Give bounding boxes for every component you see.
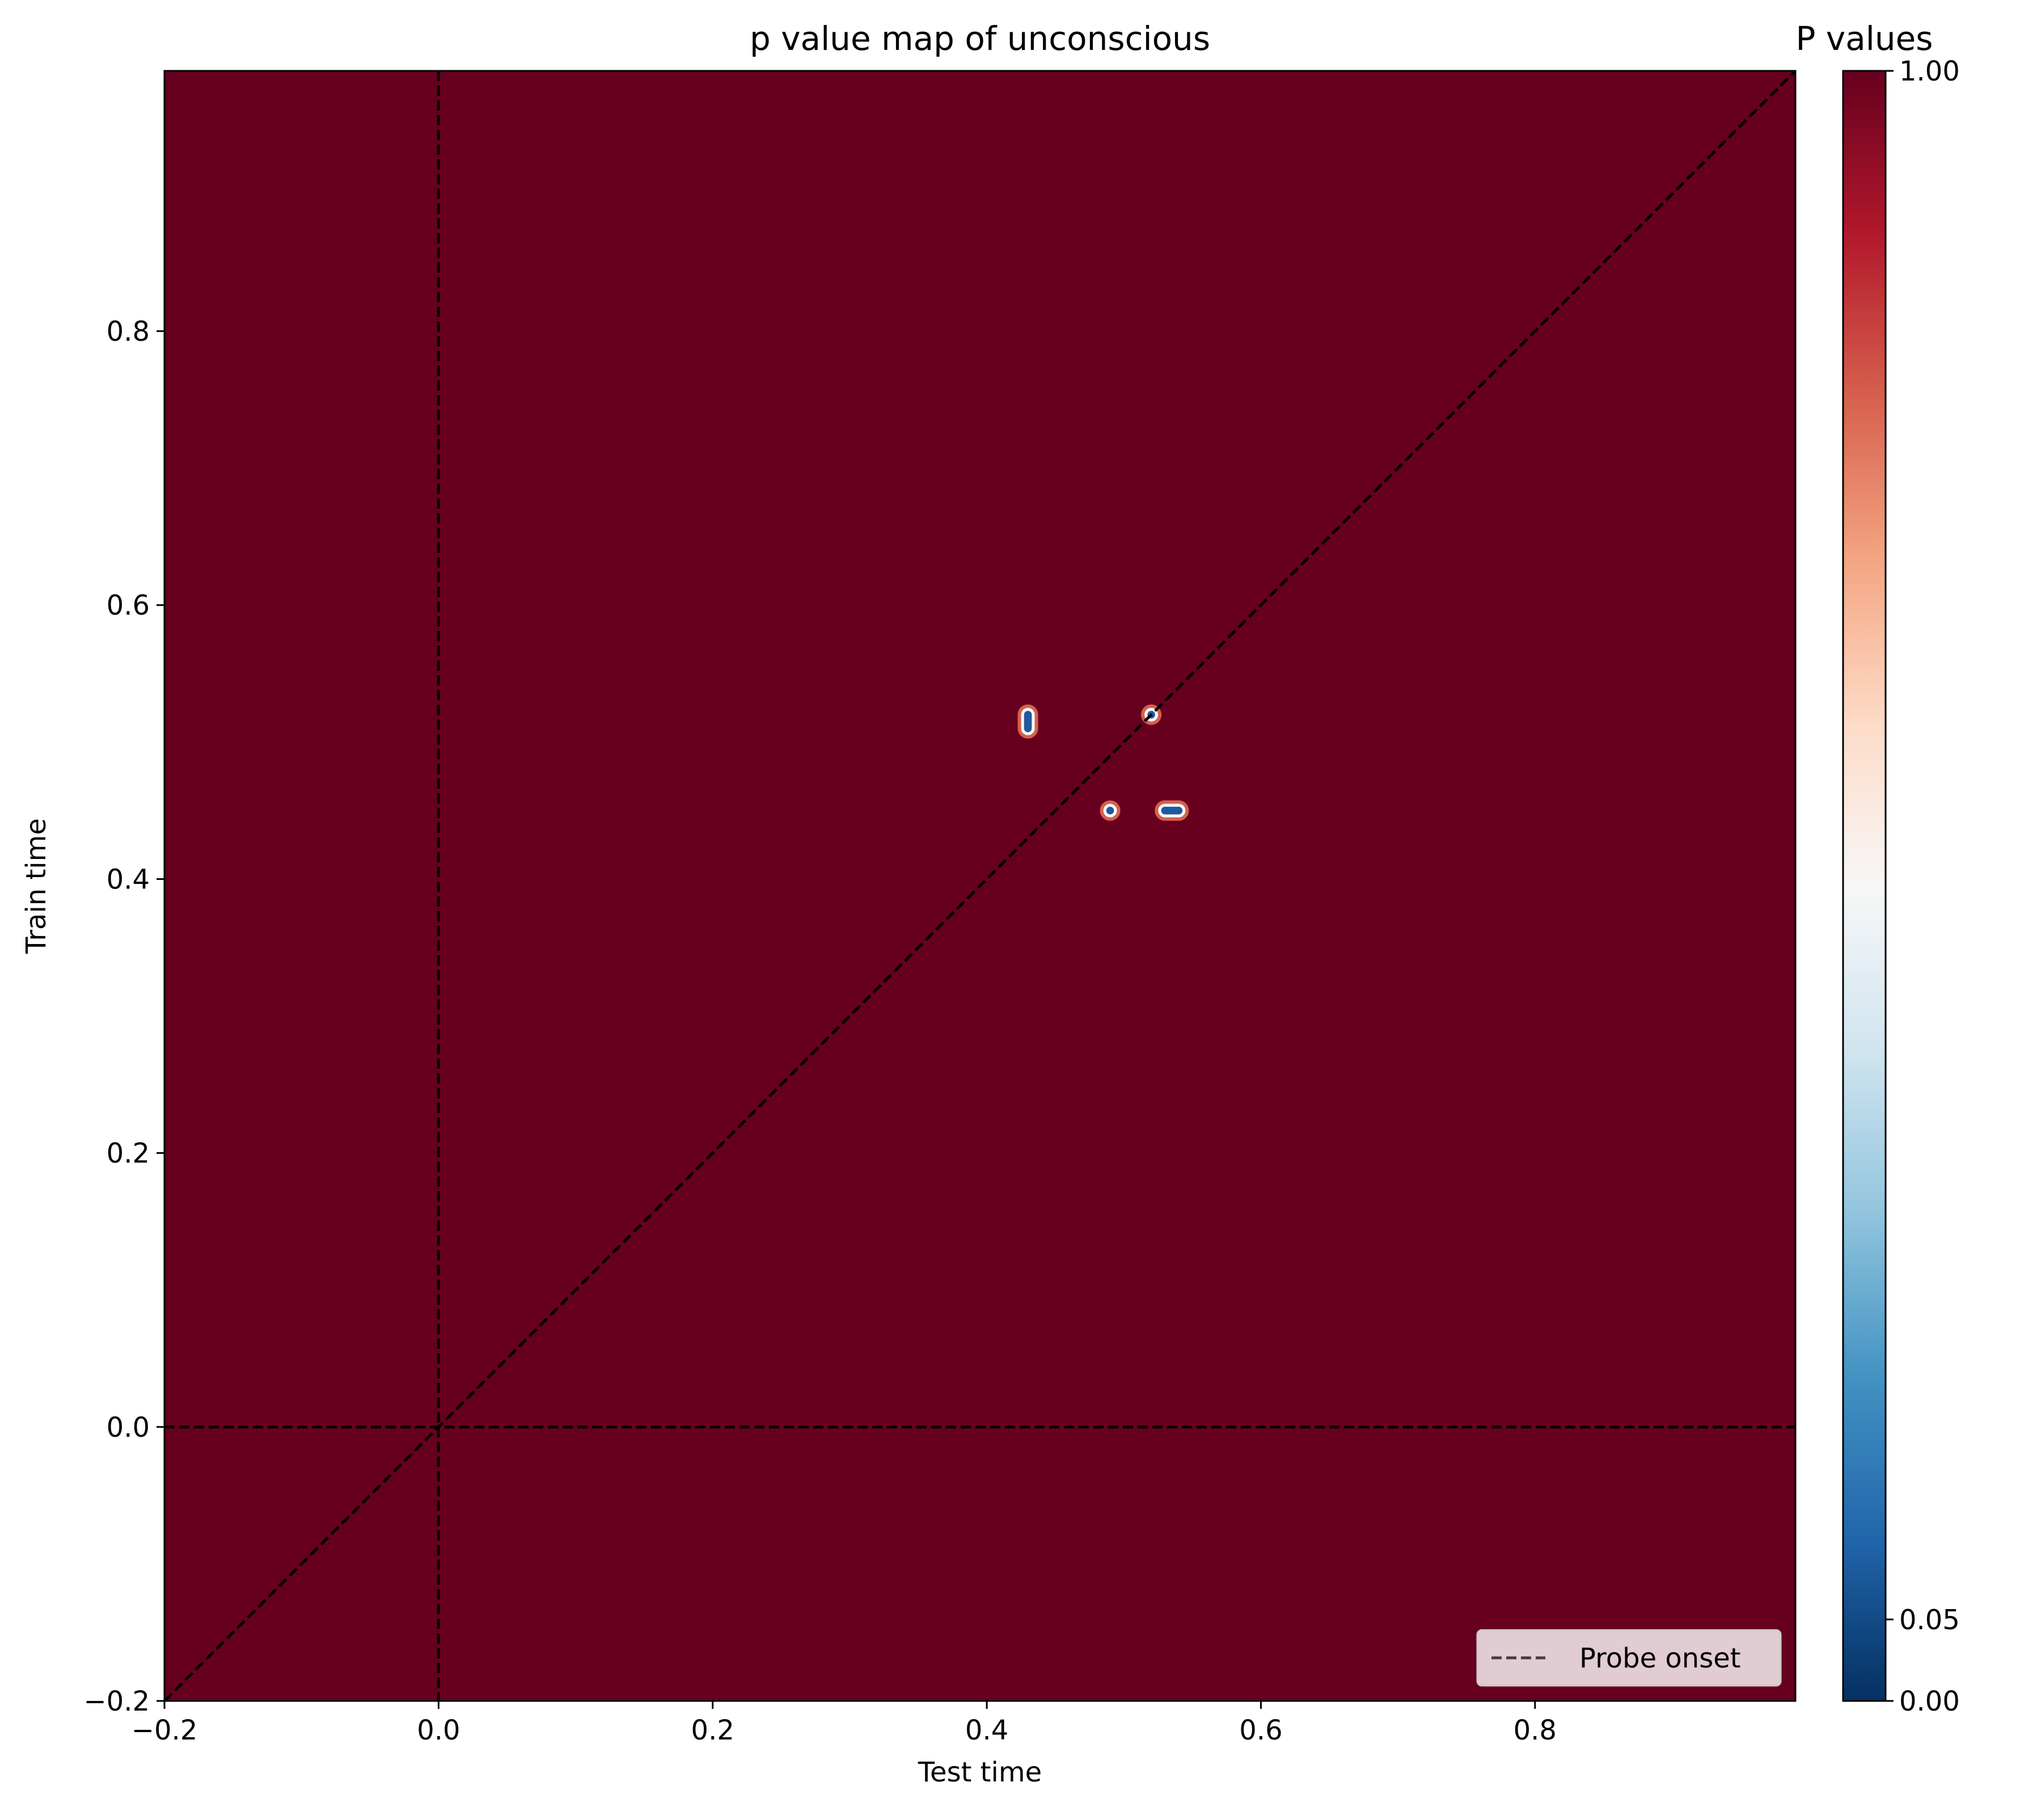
x-tick-label: −0.2 (132, 1715, 198, 1746)
y-axis-ticks: −0.2 0.0 0.2 0.4 0.6 0.8 (83, 316, 164, 1717)
y-tick-label: −0.2 (83, 1686, 150, 1717)
reference-lines (163, 70, 1797, 1702)
x-tick-label: 0.8 (1514, 1715, 1557, 1746)
x-tick-label: 0.0 (417, 1715, 460, 1746)
x-axis-ticks: −0.2 0.0 0.2 0.4 0.6 0.8 (132, 1701, 1557, 1746)
significant-clusters (1017, 704, 1189, 821)
y-tick-label: 0.6 (107, 590, 150, 621)
x-tick-label: 0.2 (691, 1715, 734, 1746)
plot-frame (163, 70, 1797, 1702)
y-tick-label: 0.2 (107, 1138, 150, 1170)
y-tick-label: 0.8 (107, 316, 150, 348)
colorbar-tick-label: 1.00 (1899, 56, 1960, 87)
colorbar-ticks: 0.00 0.05 1.00 (1886, 56, 1960, 1717)
legend-probe-onset-label: Probe onset (1579, 1643, 1741, 1674)
significant-cluster-4 (1155, 800, 1189, 821)
reference-line-diagonal (163, 70, 1797, 1702)
colorbar-title: P values (1795, 19, 1933, 58)
y-tick-label: 0.0 (107, 1412, 150, 1444)
significant-cluster-3 (1100, 800, 1121, 821)
x-tick-label: 0.4 (965, 1715, 1008, 1746)
x-tick-label: 0.6 (1239, 1715, 1282, 1746)
y-axis-label: Train time (20, 818, 52, 954)
x-axis-label: Test time (918, 1756, 1042, 1788)
colorbar: 0.00 0.05 1.00 P values (1795, 19, 1959, 1717)
colorbar-gradient (1843, 71, 1886, 1701)
colorbar-tick-label: 0.05 (1899, 1604, 1960, 1636)
colorbar-tick-label: 0.00 (1899, 1686, 1960, 1717)
legend: Probe onset (1476, 1629, 1782, 1687)
y-tick-label: 0.4 (107, 864, 150, 895)
plot-area (163, 70, 1797, 1702)
legend-box (1476, 1629, 1782, 1687)
colorbar-frame (1842, 70, 1887, 1702)
significant-cluster-1 (1017, 704, 1038, 739)
chart-title: p value map of unconscious (750, 19, 1210, 58)
